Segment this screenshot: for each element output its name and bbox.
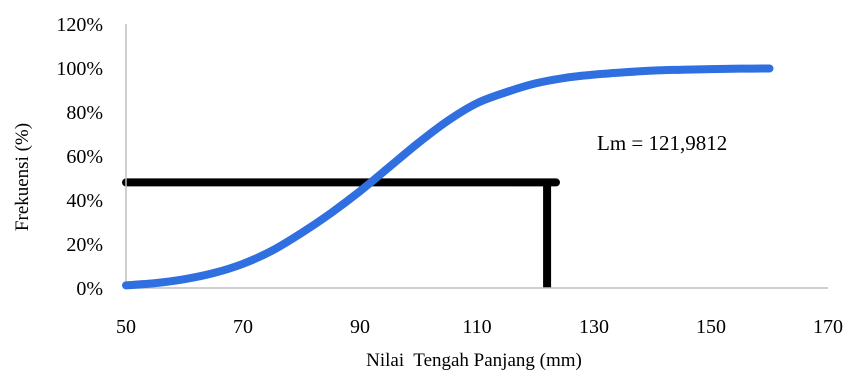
- x-tick-label: 50: [116, 316, 136, 338]
- series-line: [122, 64, 774, 290]
- y-tick-label: 120%: [56, 14, 103, 36]
- x-tick-label: 90: [350, 316, 370, 338]
- reference-lines: [122, 178, 560, 288]
- x-tick-label: 70: [233, 316, 253, 338]
- x-tick-label: 130: [579, 316, 609, 338]
- x-axis-title: Nilai Tengah Panjang (mm): [366, 350, 582, 371]
- y-tick-labels: 0% 20% 40% 60% 80% 100% 120%: [56, 14, 103, 300]
- y-tick-label: 80%: [66, 102, 103, 124]
- x-tick-labels: 50 70 90 110 130 150 170: [116, 316, 843, 338]
- y-tick-label: 60%: [66, 146, 103, 168]
- x-tick-label: 150: [696, 316, 726, 338]
- y-tick-label: 40%: [66, 190, 103, 212]
- y-axis-title: Frekuensi (%): [12, 123, 33, 231]
- annotation-lm: Lm = 121,9812: [597, 131, 727, 155]
- y-tick-label: 0%: [76, 278, 103, 300]
- x-tick-label: 170: [813, 316, 843, 338]
- y-tick-label: 20%: [66, 234, 103, 256]
- y-tick-label: 100%: [56, 58, 103, 80]
- axes: [125, 24, 828, 289]
- x-tick-label: 110: [462, 316, 491, 338]
- series-layer: [122, 64, 774, 290]
